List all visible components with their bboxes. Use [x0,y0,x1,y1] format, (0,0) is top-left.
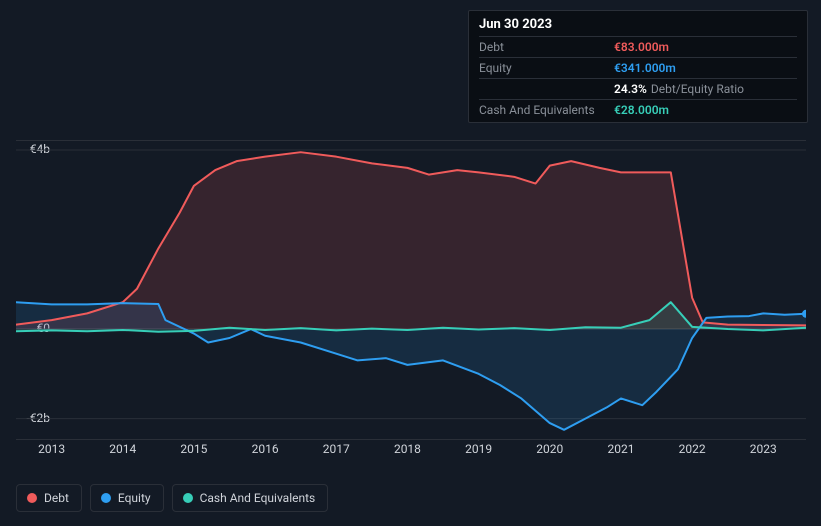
debt-equity-chart: €4b€0-€2b 201320142015201620172018201920… [16,120,806,465]
legend-label: Equity [118,491,151,505]
x-tick-label: 2022 [679,442,706,456]
legend-item-cash[interactable]: Cash And Equivalents [172,484,329,512]
x-tick-label: 2013 [38,442,65,456]
x-tick-label: 2016 [252,442,279,456]
legend-swatch-icon [27,493,37,503]
tooltip-row-value: €28.000m [614,103,669,117]
legend-label: Cash And Equivalents [200,491,316,505]
legend-item-debt[interactable]: Debt [16,484,82,512]
plot-area[interactable] [16,140,806,440]
x-tick-label: 2020 [536,442,563,456]
tooltip-row-label: Debt [479,40,614,54]
tooltip-card: Jun 30 2023 Debt€83.000mEquity€341.000m2… [468,10,808,123]
tooltip-row: 24.3% Debt/Equity Ratio [479,78,797,99]
legend-swatch-icon [101,493,111,503]
tooltip-row-value: €83.000m [614,40,669,54]
tooltip-row-suffix: Debt/Equity Ratio [651,82,744,96]
legend-swatch-icon [183,493,193,503]
x-tick-label: 2015 [180,442,207,456]
x-tick-label: 2019 [465,442,492,456]
legend-item-equity[interactable]: Equity [90,484,164,512]
x-tick-label: 2017 [323,442,350,456]
legend: Debt Equity Cash And Equivalents [16,484,328,512]
tooltip-row-label: Cash And Equivalents [479,103,614,117]
x-tick-label: 2023 [750,442,777,456]
x-axis: 2013 2014 2015 2016 2017 2018 2019 2020 2021 2022… [16,442,806,462]
tooltip-row: Cash And Equivalents€28.000m [479,99,797,120]
legend-label: Debt [44,491,69,505]
tooltip-row-value: €341.000m [614,61,676,75]
tooltip-row-label: Equity [479,61,614,75]
x-tick-label: 2021 [607,442,634,456]
tooltip-date: Jun 30 2023 [479,17,797,36]
tooltip-row-value: 24.3% [614,82,647,96]
x-tick-label: 2018 [394,442,421,456]
tooltip-row: Equity€341.000m [479,57,797,78]
x-tick-label: 2014 [109,442,136,456]
tooltip-row: Debt€83.000m [479,36,797,57]
